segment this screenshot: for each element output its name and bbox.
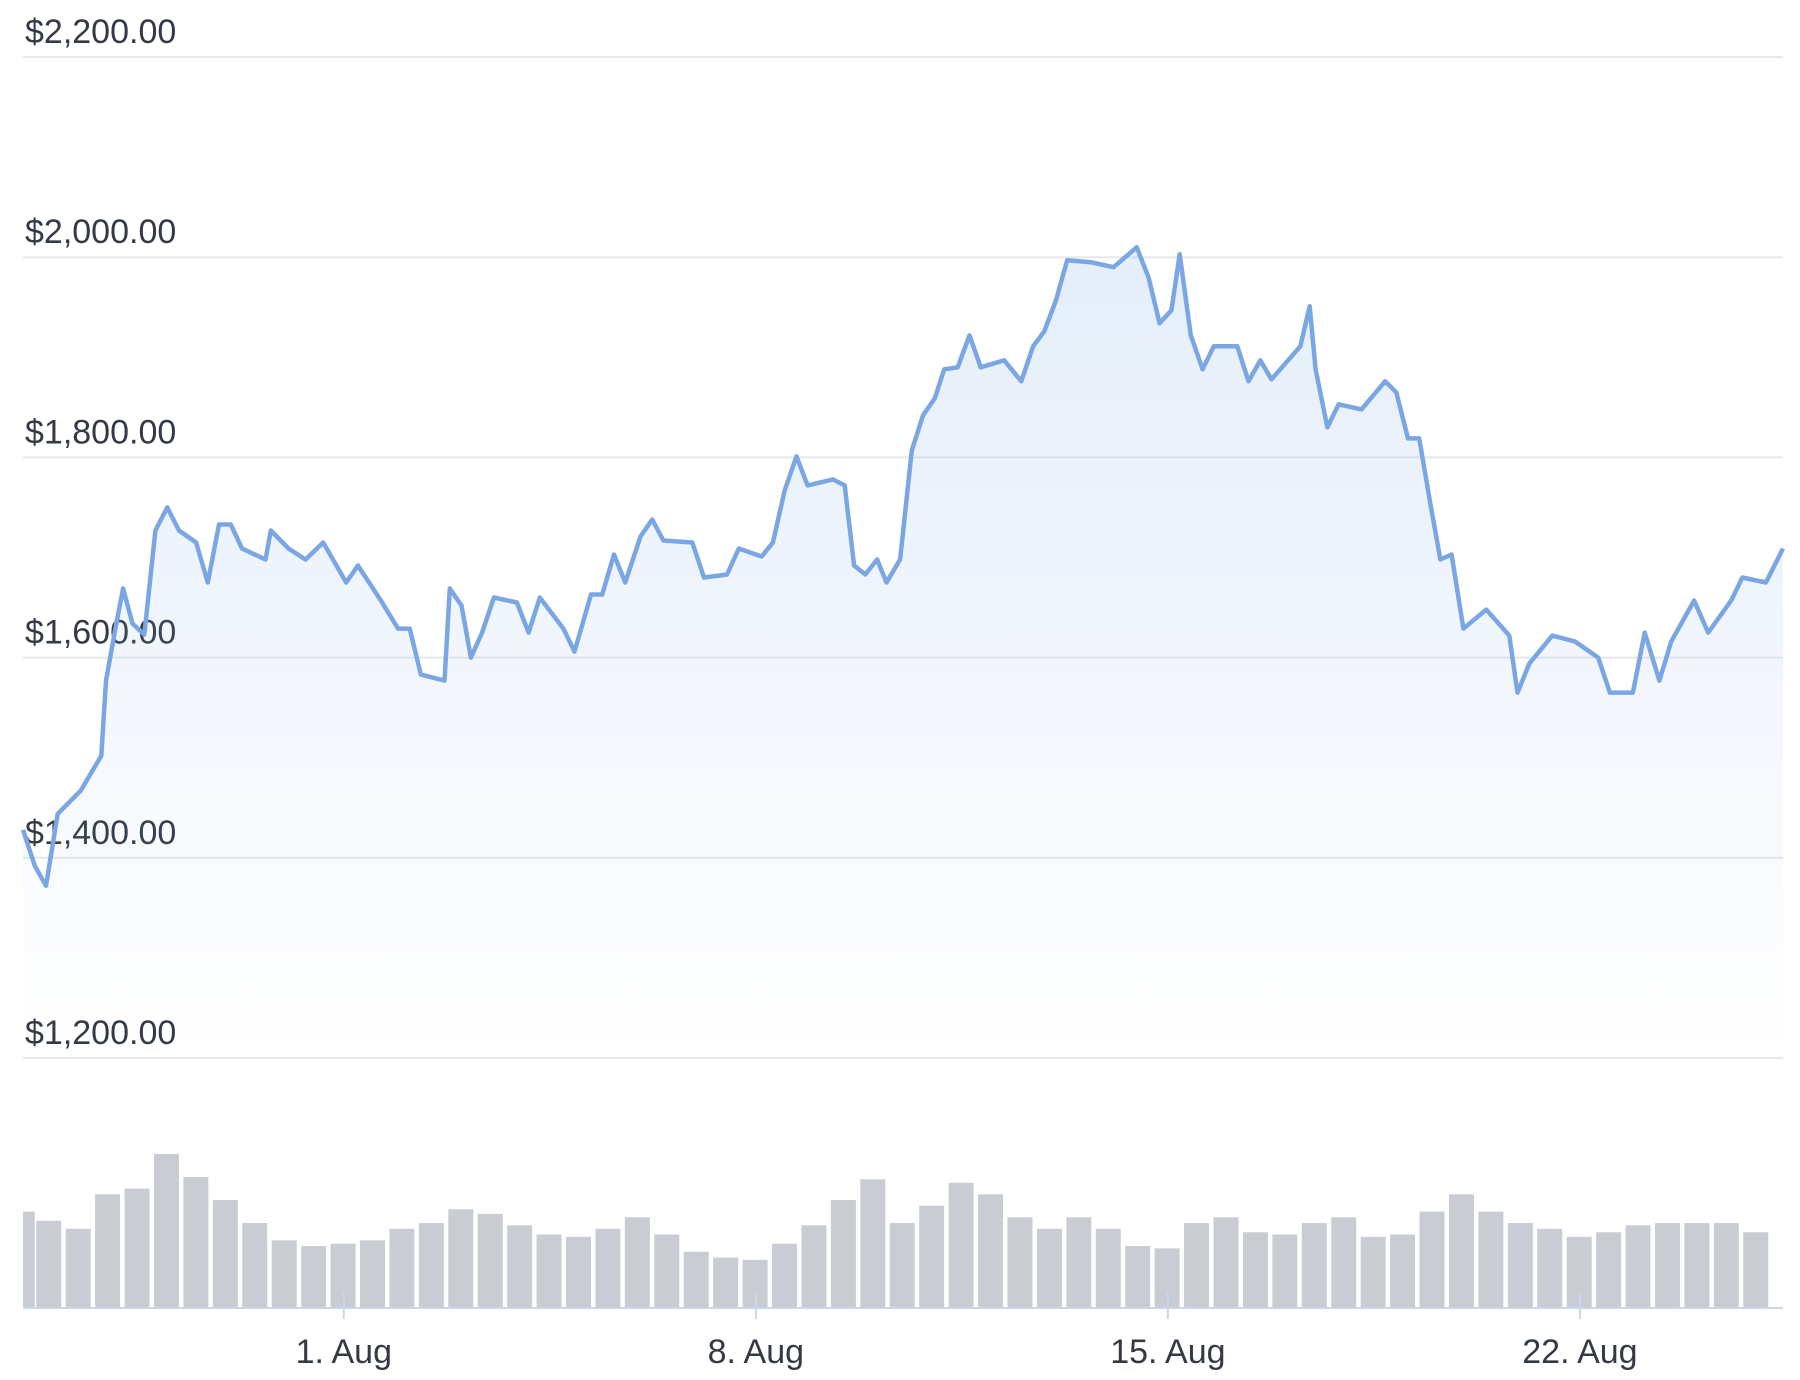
volume-bar — [1242, 1232, 1268, 1307]
volume-bar — [1654, 1223, 1680, 1307]
volume-bar — [1331, 1217, 1357, 1307]
volume-bar — [713, 1257, 739, 1307]
volume-bar — [1448, 1194, 1474, 1307]
volume-bar — [1213, 1217, 1239, 1307]
x-tick-label: 22. Aug — [1522, 1333, 1637, 1371]
volume-bar — [477, 1213, 503, 1307]
volume-bar — [978, 1194, 1004, 1307]
volume-bar — [595, 1228, 621, 1307]
y-tick-label: $1,800.00 — [25, 413, 176, 451]
volume-bar — [1184, 1223, 1210, 1307]
volume-bar — [1478, 1211, 1504, 1307]
volume-bar — [801, 1225, 827, 1307]
volume-bar — [624, 1217, 650, 1307]
volume-bar — [654, 1234, 680, 1307]
x-tick-label: 1. Aug — [296, 1333, 392, 1371]
volume-bar — [1596, 1232, 1622, 1307]
volume-bar — [1360, 1236, 1386, 1307]
volume-bar — [830, 1200, 856, 1307]
volume-bar — [772, 1243, 798, 1307]
volume-bar — [212, 1200, 238, 1307]
volume-bar — [1537, 1228, 1563, 1307]
x-tick-label: 8. Aug — [708, 1333, 804, 1371]
volume-bar — [1125, 1246, 1151, 1307]
volume-bar — [1007, 1217, 1033, 1307]
volume-bar — [23, 1211, 35, 1307]
volume-bar — [507, 1225, 533, 1307]
volume-bar — [1625, 1225, 1651, 1307]
volume-bar — [889, 1223, 915, 1307]
volume-bar — [1419, 1211, 1445, 1307]
volume-bar — [448, 1209, 474, 1307]
volume-bar — [1713, 1223, 1739, 1307]
volume-bar — [1066, 1217, 1092, 1307]
volume-bar — [536, 1234, 562, 1307]
y-tick-label: $2,200.00 — [25, 13, 176, 51]
volume-bar — [1507, 1223, 1533, 1307]
volume-bar — [359, 1240, 385, 1307]
volume-bar — [948, 1182, 974, 1307]
volume-bar — [183, 1177, 209, 1307]
volume-bar — [1743, 1232, 1769, 1307]
volume-bar — [919, 1205, 945, 1307]
volume-bar — [95, 1194, 121, 1307]
volume-bar — [242, 1223, 268, 1307]
volume-bar — [301, 1246, 327, 1307]
volume-bar — [683, 1251, 709, 1307]
volume-bar — [860, 1179, 886, 1307]
volume-bar — [1684, 1223, 1710, 1307]
price-line — [20, 244, 1786, 889]
volume-bar — [153, 1154, 179, 1307]
x-tick-label: 15. Aug — [1110, 1333, 1225, 1371]
volume-bar — [65, 1228, 91, 1307]
y-tick-label: $2,000.00 — [25, 213, 176, 251]
volume-bar — [389, 1228, 415, 1307]
volume-bar — [1272, 1234, 1298, 1307]
volume-bar — [1301, 1223, 1327, 1307]
volume-bar — [36, 1220, 62, 1307]
volume-bar — [271, 1240, 297, 1307]
volume-bar — [566, 1236, 591, 1307]
volume-bar — [124, 1188, 150, 1307]
price-area — [23, 247, 1783, 1058]
volume-bar — [1036, 1228, 1062, 1307]
volume-bar — [1095, 1228, 1121, 1307]
volume-bar — [1390, 1234, 1416, 1307]
volume-bar — [418, 1223, 444, 1307]
